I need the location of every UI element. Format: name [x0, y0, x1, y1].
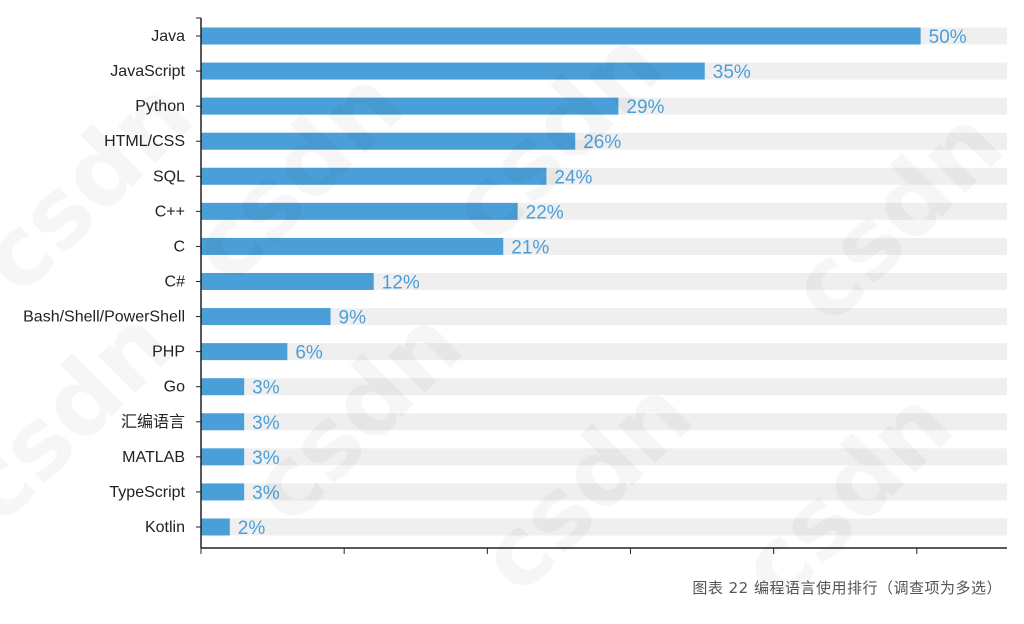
category-label: Python	[135, 98, 185, 115]
bar-track	[201, 308, 1007, 326]
bar	[201, 343, 288, 361]
category-label: 汇编语言	[121, 413, 185, 431]
bar	[201, 483, 245, 501]
bar	[201, 378, 245, 396]
bar-track	[201, 518, 1007, 536]
bar	[201, 132, 576, 150]
value-label: 3%	[252, 448, 280, 469]
value-label: 3%	[252, 483, 280, 504]
bar	[201, 413, 245, 431]
bar-track	[201, 378, 1007, 396]
bar	[201, 308, 331, 326]
bar	[201, 448, 245, 466]
bar	[201, 167, 547, 185]
bar-track	[201, 272, 1007, 290]
value-label: 50%	[929, 27, 967, 48]
value-label: 9%	[339, 308, 367, 329]
bar-track	[201, 413, 1007, 431]
category-label: Go	[164, 379, 185, 396]
value-label: 35%	[713, 62, 751, 83]
category-label: C++	[155, 203, 185, 220]
category-label: SQL	[153, 168, 185, 185]
bar	[201, 62, 705, 80]
bar	[201, 518, 230, 536]
bar	[201, 202, 518, 220]
bar	[201, 272, 374, 290]
category-label: Kotlin	[145, 519, 185, 536]
category-label: PHP	[152, 344, 185, 361]
category-label: C	[173, 238, 185, 255]
bar-track	[201, 483, 1007, 501]
category-label: Bash/Shell/PowerShell	[23, 309, 185, 326]
value-label: 21%	[511, 237, 549, 258]
value-label: 6%	[295, 343, 323, 364]
chart-caption: 图表 22 编程语言使用排行（调查项为多选）	[692, 579, 1002, 597]
bar-track	[201, 448, 1007, 466]
bar-track	[201, 343, 1007, 361]
value-label: 12%	[382, 272, 420, 293]
category-label: MATLAB	[122, 449, 185, 466]
value-label: 22%	[526, 202, 564, 223]
value-label: 26%	[583, 132, 621, 153]
value-label: 3%	[252, 378, 280, 399]
value-label: 3%	[252, 413, 280, 434]
category-label: JavaScript	[110, 63, 185, 80]
category-label: Java	[151, 28, 185, 45]
bar	[201, 27, 921, 45]
category-label: TypeScript	[109, 484, 185, 501]
value-label: 2%	[238, 518, 266, 539]
bar	[201, 237, 504, 255]
value-label: 29%	[626, 97, 664, 118]
category-label: C#	[165, 273, 186, 290]
bar	[201, 97, 619, 115]
category-label: HTML/CSS	[104, 133, 185, 150]
value-label: 24%	[554, 167, 592, 188]
